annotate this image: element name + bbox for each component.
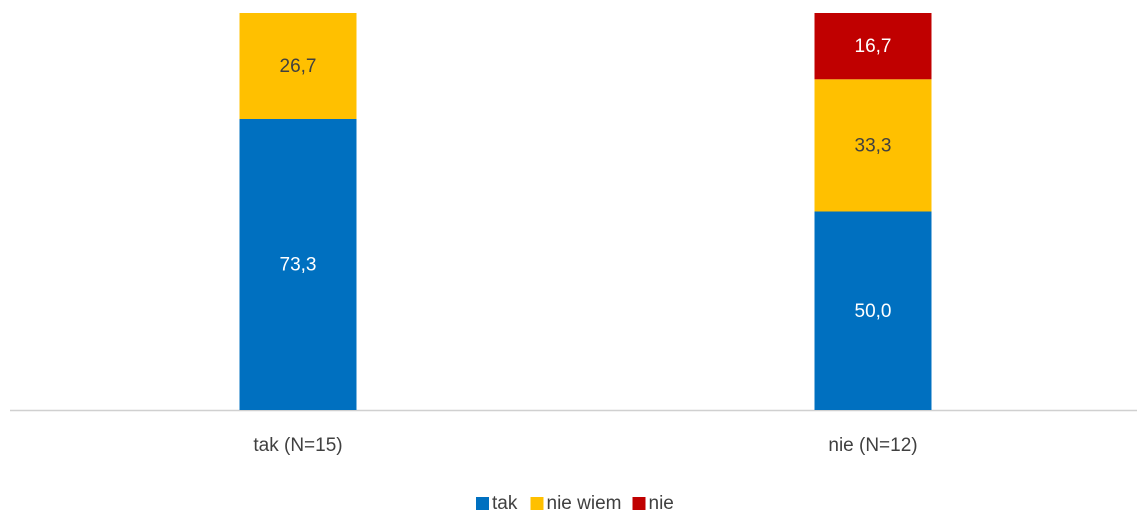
bar-segment bbox=[239, 13, 357, 119]
bar-segment bbox=[239, 118, 357, 411]
x-tick-label: tak (N=15) bbox=[253, 435, 342, 456]
legend-swatch bbox=[476, 497, 489, 510]
data-label: 16,7 bbox=[855, 36, 892, 57]
bar-segment bbox=[814, 79, 932, 212]
data-label: 33,3 bbox=[855, 135, 892, 156]
data-label: 50,0 bbox=[855, 301, 892, 322]
x-tick-label: nie (N=12) bbox=[828, 435, 917, 456]
data-label: 26,7 bbox=[280, 56, 317, 77]
legend-swatch bbox=[632, 497, 646, 510]
legend-label: nie bbox=[649, 493, 674, 514]
bar-segment bbox=[814, 13, 932, 80]
legend-swatch bbox=[530, 497, 544, 510]
legend-label: tak bbox=[492, 493, 518, 514]
legend-label: nie wiem bbox=[547, 493, 622, 514]
data-label: 73,3 bbox=[280, 255, 317, 276]
bar-segment bbox=[814, 211, 932, 410]
